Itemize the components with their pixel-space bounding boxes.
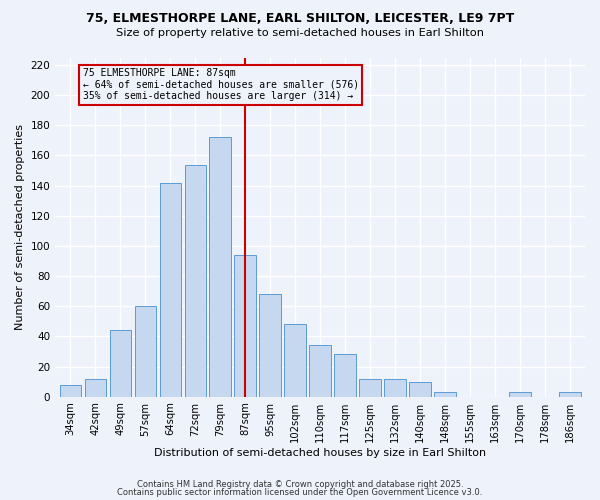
Bar — [284, 324, 306, 396]
Y-axis label: Number of semi-detached properties: Number of semi-detached properties — [15, 124, 25, 330]
Text: Contains HM Land Registry data © Crown copyright and database right 2025.: Contains HM Land Registry data © Crown c… — [137, 480, 463, 489]
Bar — [359, 378, 380, 396]
Bar — [185, 164, 206, 396]
Bar — [409, 382, 431, 396]
Bar — [160, 182, 181, 396]
X-axis label: Distribution of semi-detached houses by size in Earl Shilton: Distribution of semi-detached houses by … — [154, 448, 486, 458]
Bar — [59, 384, 81, 396]
Bar — [259, 294, 281, 396]
Bar — [559, 392, 581, 396]
Text: Contains public sector information licensed under the Open Government Licence v3: Contains public sector information licen… — [118, 488, 482, 497]
Bar — [310, 346, 331, 397]
Bar — [209, 138, 231, 396]
Bar — [334, 354, 356, 397]
Bar — [235, 255, 256, 396]
Text: Size of property relative to semi-detached houses in Earl Shilton: Size of property relative to semi-detach… — [116, 28, 484, 38]
Bar — [434, 392, 455, 396]
Bar — [85, 378, 106, 396]
Bar — [134, 306, 156, 396]
Text: 75, ELMESTHORPE LANE, EARL SHILTON, LEICESTER, LE9 7PT: 75, ELMESTHORPE LANE, EARL SHILTON, LEIC… — [86, 12, 514, 26]
Bar — [509, 392, 530, 396]
Bar — [110, 330, 131, 396]
Bar — [385, 378, 406, 396]
Text: 75 ELMESTHORPE LANE: 87sqm
← 64% of semi-detached houses are smaller (576)
35% o: 75 ELMESTHORPE LANE: 87sqm ← 64% of semi… — [83, 68, 359, 102]
